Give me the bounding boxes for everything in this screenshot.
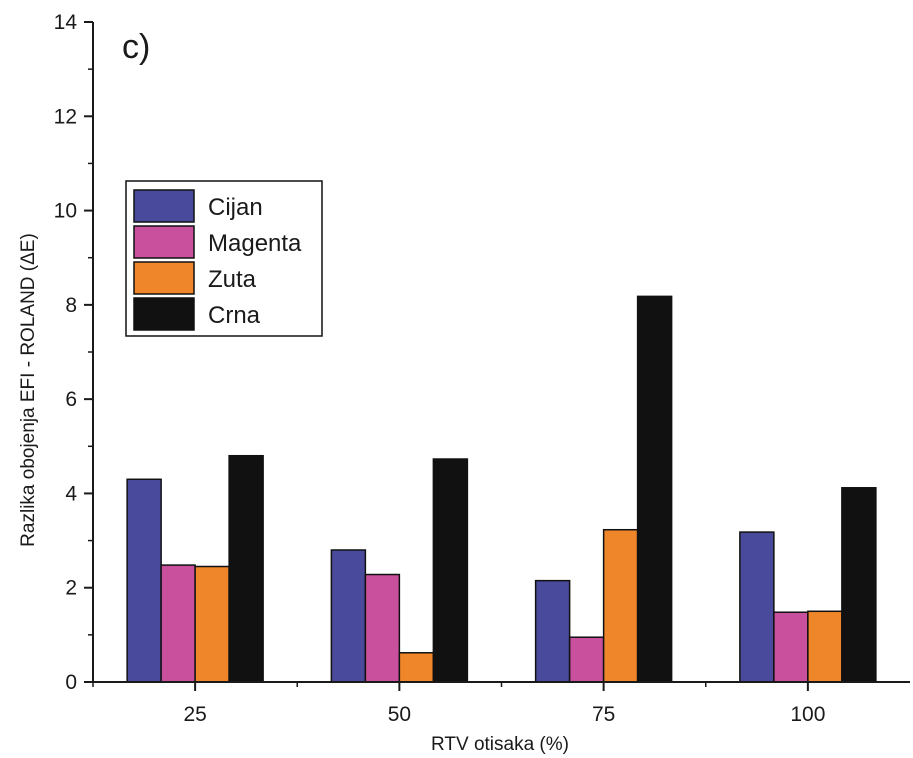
x-tick-label: 100 xyxy=(790,703,825,726)
bar-crna-50 xyxy=(432,458,469,683)
bar-zuta-100 xyxy=(807,610,843,683)
bar-cijan-75 xyxy=(534,579,571,683)
legend-label-zuta: Zuta xyxy=(208,266,257,293)
legend-swatch-cijan xyxy=(133,189,195,223)
legend-label-magenta: Magenta xyxy=(208,230,302,257)
bar-cijan-25 xyxy=(126,478,162,683)
y-tick-label: 2 xyxy=(65,577,77,600)
x-tick-label: 75 xyxy=(592,703,615,726)
bar-zuta-75 xyxy=(602,528,639,683)
legend-items: Cijan Magenta Zuta Crna xyxy=(133,189,302,331)
y-tick-label: 6 xyxy=(65,388,77,411)
y-ticks-layer: 0 2 4 6 8 10 12 14 xyxy=(54,11,93,694)
x-tick-label: 25 xyxy=(183,703,206,726)
y-tick-label: 8 xyxy=(65,294,77,317)
bar-zuta-25 xyxy=(194,565,230,683)
bar-crna-100 xyxy=(841,487,877,683)
legend-swatch-crna xyxy=(133,297,195,331)
y-tick-label: 14 xyxy=(54,11,78,34)
bar-crna-25 xyxy=(228,454,264,683)
y-tick-label: 12 xyxy=(54,105,77,128)
panel-label: c) xyxy=(122,28,150,66)
bar-magenta-50 xyxy=(364,573,401,683)
legend-swatch-magenta xyxy=(133,225,195,259)
bar-magenta-25 xyxy=(160,564,196,683)
legend: Cijan Magenta Zuta Crna xyxy=(125,180,323,337)
bar-magenta-75 xyxy=(568,636,605,683)
bar-crna-75 xyxy=(636,295,673,683)
x-ticks-layer: 25 50 75 100 xyxy=(92,682,825,726)
bar-zuta-50 xyxy=(398,652,435,683)
legend-label-cijan: Cijan xyxy=(208,194,263,221)
y-tick-label: 4 xyxy=(65,482,77,505)
bar-magenta-100 xyxy=(773,611,809,683)
y-tick-label: 10 xyxy=(54,200,77,223)
y-axis-title: Razlika obojenja EFI - ROLAND (ΔE) xyxy=(18,233,39,547)
legend-swatch-zuta xyxy=(133,261,195,295)
legend-label-crna: Crna xyxy=(208,302,261,329)
bars-layer xyxy=(126,295,877,683)
x-tick-label: 50 xyxy=(388,703,411,726)
y-tick-label: 0 xyxy=(65,671,77,694)
x-axis-title: RTV otisaka (%) xyxy=(431,734,569,755)
bar-cijan-100 xyxy=(739,531,775,683)
bar-cijan-50 xyxy=(330,549,367,683)
